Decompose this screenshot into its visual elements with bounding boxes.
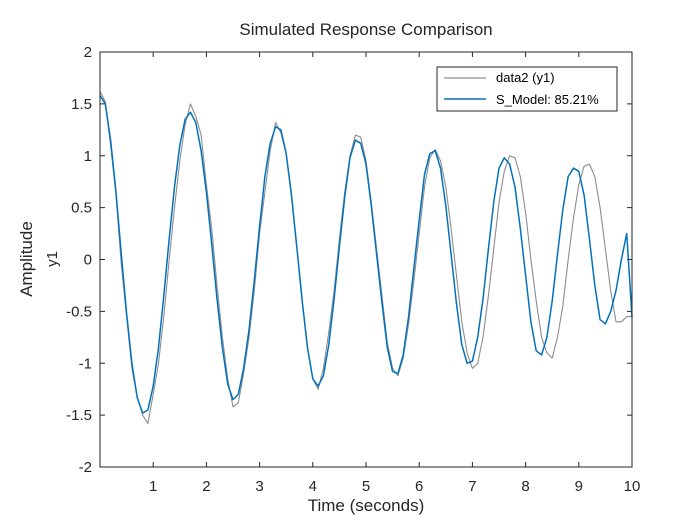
channel-label: y1 bbox=[44, 251, 61, 267]
legend-label-data: data2 (y1) bbox=[496, 70, 555, 85]
x-tick-label: 7 bbox=[468, 478, 476, 495]
y-tick-label: -0.5 bbox=[66, 303, 92, 320]
plot-frame bbox=[99, 51, 633, 468]
y-tick-label: 0 bbox=[84, 252, 92, 269]
x-tick-label: 2 bbox=[202, 478, 210, 495]
x-axis-label: Time (seconds) bbox=[308, 496, 425, 515]
legend[interactable]: data2 (y1) S_Model: 85.21% bbox=[436, 66, 618, 112]
x-tick-label: 5 bbox=[362, 478, 370, 495]
series-layer bbox=[99, 91, 633, 424]
legend-box bbox=[436, 66, 618, 112]
x-tick-label: 3 bbox=[255, 478, 263, 495]
y-tick-label: 0.5 bbox=[71, 200, 92, 217]
chart-title: Simulated Response Comparison bbox=[239, 20, 492, 39]
y-tick-label: 2 bbox=[84, 44, 92, 61]
y-tick-label: -1.5 bbox=[66, 407, 92, 424]
y-tick-label: -2 bbox=[79, 459, 92, 476]
plot-area bbox=[100, 52, 632, 467]
y-tick-label: 1.5 bbox=[71, 96, 92, 113]
y-axis-label: Amplitude bbox=[17, 221, 36, 297]
x-tick-label: 10 bbox=[624, 478, 641, 495]
x-tick-label: 4 bbox=[309, 478, 317, 495]
y-tick-label: -1 bbox=[79, 355, 92, 372]
model-response-line bbox=[99, 95, 633, 414]
x-tick-label: 8 bbox=[521, 478, 529, 495]
x-tick-label: 1 bbox=[149, 478, 157, 495]
x-tick-label: 6 bbox=[415, 478, 423, 495]
y-tick-label: 1 bbox=[84, 148, 92, 165]
legend-label-model: S_Model: 85.21% bbox=[496, 92, 599, 107]
measured-data-line bbox=[99, 91, 632, 424]
x-tick-label: 9 bbox=[575, 478, 583, 495]
